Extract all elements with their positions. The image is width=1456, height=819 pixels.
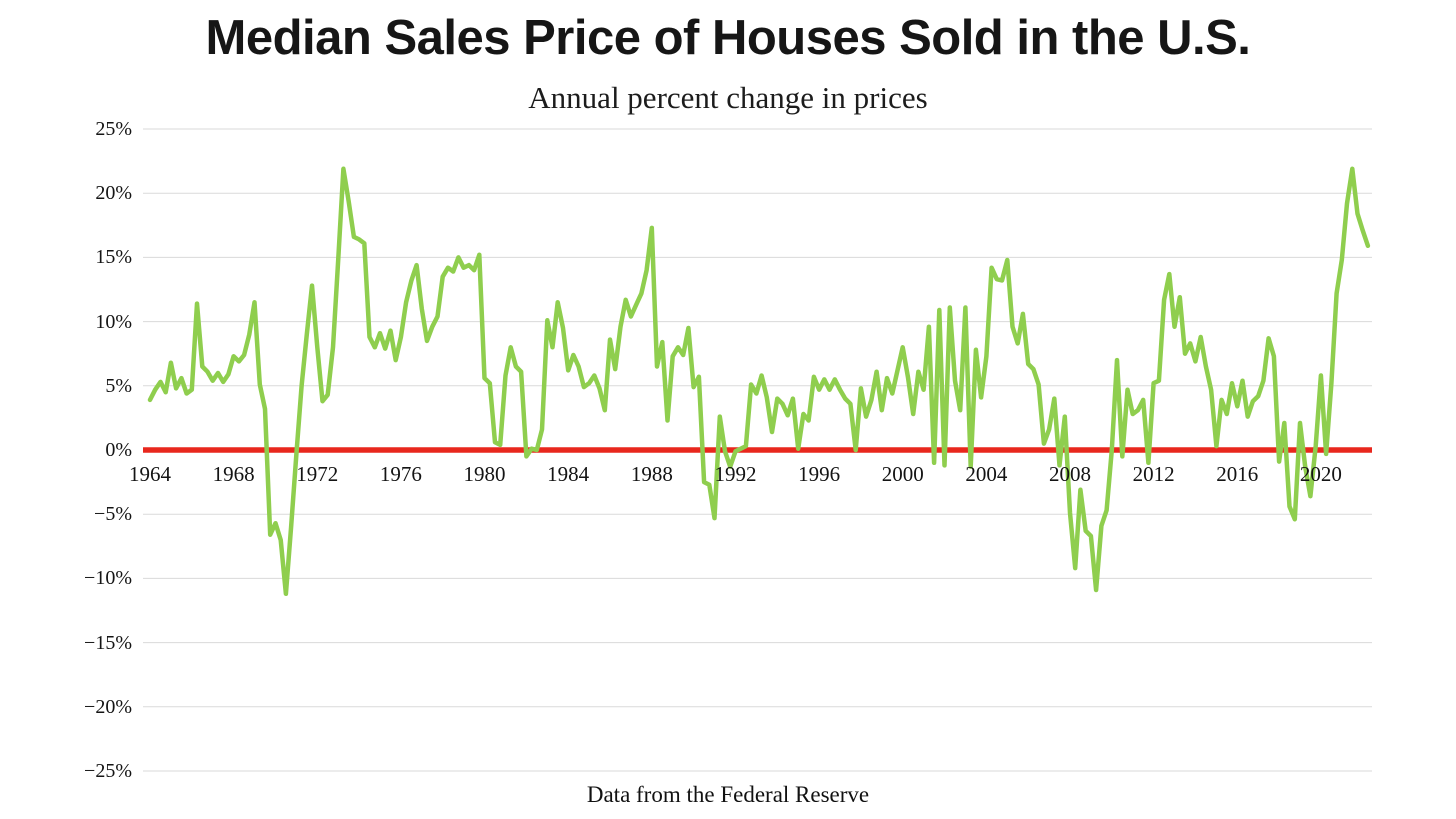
chart-caption: Data from the Federal Reserve: [586, 782, 870, 807]
y-axis-label: 5%: [105, 374, 132, 397]
y-axis-label: 25%: [95, 118, 132, 140]
x-axis-label: 1980: [463, 462, 506, 486]
x-axis-label: 2020: [1299, 462, 1342, 486]
x-axis-label: 1972: [296, 462, 339, 486]
y-axis-label: 10%: [95, 310, 132, 333]
y-axis-label: 15%: [95, 246, 132, 269]
y-axis-label: −10%: [84, 567, 132, 590]
x-axis-label: 1988: [630, 462, 673, 486]
chart-title: Median Sales Price of Houses Sold in the…: [205, 11, 1251, 65]
percent-change-line: [147, 166, 1371, 597]
x-axis-label: 1968: [212, 462, 255, 486]
y-axis-label: −15%: [84, 631, 132, 654]
y-axis-label: 20%: [95, 182, 132, 205]
y-axis-label: −25%: [84, 760, 132, 782]
x-axis-label: 1964: [129, 462, 171, 486]
x-axis-label: 1976: [379, 462, 422, 486]
y-axis-label: −20%: [84, 695, 132, 718]
y-axis-label: 0%: [105, 439, 132, 461]
x-axis-label: 2008: [1048, 462, 1091, 486]
x-axis-label: 2000: [881, 462, 924, 486]
y-axis-label: −5%: [94, 503, 132, 526]
x-axis-label: 2004: [965, 462, 1008, 486]
x-axis-label: 1996: [798, 462, 841, 486]
x-axis-label: 1992: [714, 462, 757, 486]
chart-subtitle: Annual percent change in prices: [528, 80, 928, 115]
x-axis-label: 2012: [1132, 462, 1175, 486]
x-axis-label: 1984: [547, 462, 590, 486]
x-axis-label: 2016: [1216, 462, 1259, 486]
